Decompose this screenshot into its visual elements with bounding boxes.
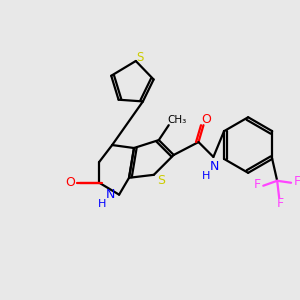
Text: CH₃: CH₃ [167, 115, 186, 125]
Text: F: F [293, 175, 300, 188]
Text: H: H [202, 171, 211, 181]
Text: F: F [254, 178, 261, 191]
Text: O: O [65, 176, 75, 189]
Text: S: S [157, 174, 165, 187]
Text: S: S [136, 50, 143, 64]
Text: F: F [277, 197, 284, 210]
Text: H: H [98, 199, 106, 208]
Text: N: N [106, 188, 115, 201]
Text: O: O [202, 113, 212, 126]
Text: N: N [210, 160, 219, 173]
